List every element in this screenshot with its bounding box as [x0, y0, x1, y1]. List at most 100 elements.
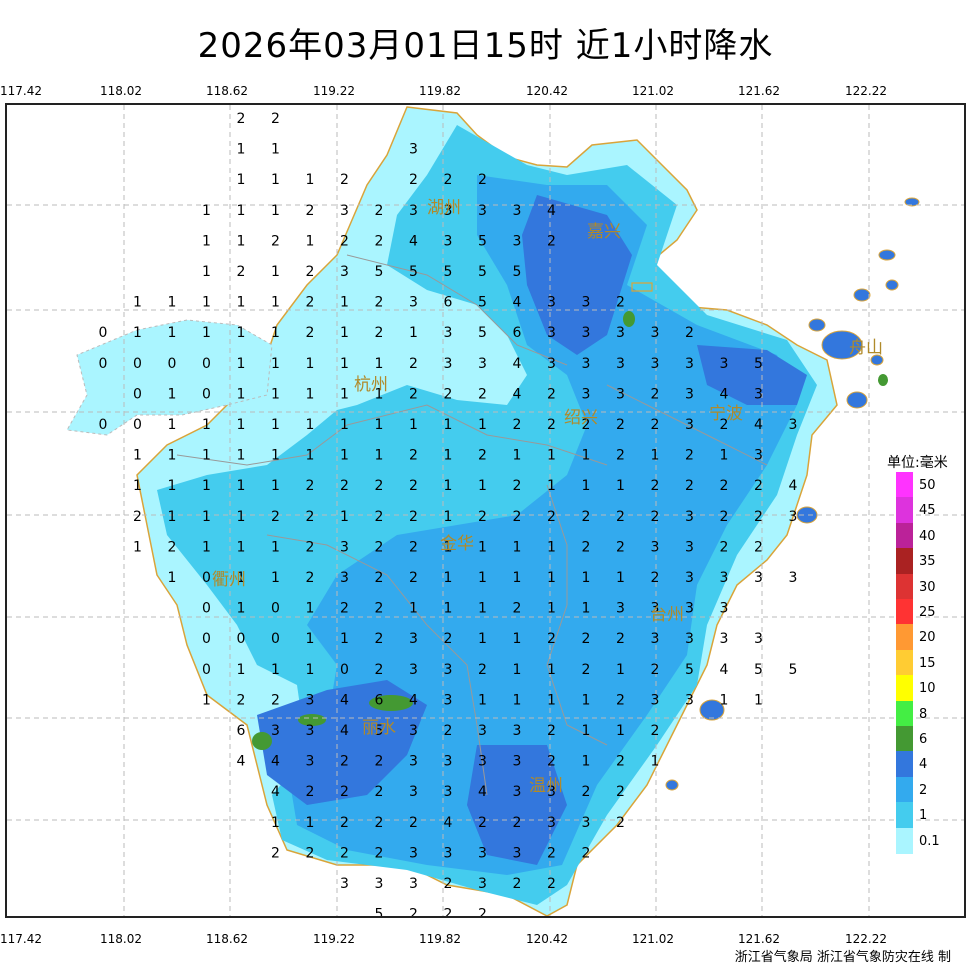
station-value: 4 [340, 723, 349, 739]
station-value: 1 [133, 539, 142, 555]
station-value: 4 [444, 815, 453, 831]
station-value: 3 [478, 203, 487, 219]
legend-swatch [896, 573, 913, 600]
station-value: 1 [202, 692, 211, 708]
station-value: 1 [237, 325, 246, 341]
top-tick-label: 118.02 [100, 84, 142, 98]
station-value: 1 [582, 723, 591, 739]
station-value: 1 [168, 509, 177, 525]
station-value: 1 [237, 356, 246, 372]
station-value: 0 [202, 356, 211, 372]
station-value: 2 [754, 509, 763, 525]
station-value: 1 [306, 233, 315, 249]
station-value: 1 [271, 142, 280, 158]
station-value: 3 [340, 264, 349, 280]
station-value: 2 [513, 601, 522, 617]
city-label: 绍兴 [564, 408, 598, 428]
station-value: 3 [409, 845, 418, 861]
station-value: 4 [547, 203, 556, 219]
jiaxing-boundary [631, 282, 653, 292]
legend-swatch [896, 751, 913, 778]
station-value: 1 [616, 662, 625, 678]
station-value: 1 [340, 325, 349, 341]
station-value: 1 [202, 325, 211, 341]
station-value: 3 [754, 631, 763, 647]
station-value: 1 [409, 325, 418, 341]
station-value: 2 [720, 478, 729, 494]
heavy-cell [298, 714, 326, 726]
station-value: 3 [444, 356, 453, 372]
station-value: 1 [444, 417, 453, 433]
precip-layer-blue-east [697, 345, 807, 405]
station-value: 2 [651, 478, 660, 494]
station-value: 2 [409, 539, 418, 555]
station-value: 2 [720, 417, 729, 433]
station-value: 4 [513, 356, 522, 372]
station-value: 3 [513, 233, 522, 249]
station-value: 1 [513, 448, 522, 464]
bottom-tick-label: 121.62 [738, 932, 780, 946]
legend-swatch [896, 472, 913, 498]
station-value: 2 [478, 662, 487, 678]
station-value: 2 [616, 815, 625, 831]
station-value: 3 [720, 601, 729, 617]
station-value: 2 [306, 784, 315, 800]
station-value: 3 [444, 325, 453, 341]
station-value: 2 [685, 478, 694, 494]
station-value: 3 [789, 417, 798, 433]
heavy-cell [623, 311, 635, 327]
station-value: 2 [409, 509, 418, 525]
station-value: 3 [651, 356, 660, 372]
station-value: 1 [340, 631, 349, 647]
station-value: 1 [271, 448, 280, 464]
bottom-tick-label: 118.62 [206, 932, 248, 946]
station-value: 1 [306, 172, 315, 188]
station-value: 1 [202, 448, 211, 464]
station-value: 3 [478, 723, 487, 739]
station-value: 2 [616, 692, 625, 708]
station-value: 1 [237, 509, 246, 525]
station-value: 2 [409, 356, 418, 372]
legend-swatch [896, 548, 913, 575]
station-value: 0 [340, 662, 349, 678]
station-value: 2 [340, 601, 349, 617]
station-value: 3 [685, 356, 694, 372]
station-value: 1 [582, 478, 591, 494]
station-value: 2 [582, 631, 591, 647]
station-value: 2 [271, 692, 280, 708]
station-value: 3 [340, 203, 349, 219]
station-value: 2 [306, 478, 315, 494]
station-value: 3 [478, 876, 487, 892]
station-value: 3 [616, 601, 625, 617]
station-value: 3 [651, 692, 660, 708]
city-label: 嘉兴 [587, 222, 621, 242]
station-value: 0 [271, 601, 280, 617]
station-value: 1 [547, 662, 556, 678]
station-value: 1 [237, 386, 246, 402]
station-value: 2 [547, 631, 556, 647]
station-value: 2 [547, 509, 556, 525]
station-value: 2 [685, 325, 694, 341]
station-value: 4 [409, 692, 418, 708]
station-value: 2 [616, 784, 625, 800]
station-value: 1 [547, 601, 556, 617]
station-value: 2 [375, 784, 384, 800]
station-value: 0 [99, 325, 108, 341]
station-value: 1 [478, 478, 487, 494]
station-value: 2 [616, 754, 625, 770]
station-value: 1 [375, 417, 384, 433]
station-value: 3 [444, 692, 453, 708]
legend-label: 10 [919, 681, 936, 697]
station-value: 3 [720, 570, 729, 586]
station-value: 1 [271, 815, 280, 831]
station-value: 2 [582, 845, 591, 861]
station-value: 2 [582, 662, 591, 678]
station-value: 2 [582, 509, 591, 525]
legend-label: 25 [919, 605, 936, 620]
station-value: 3 [409, 662, 418, 678]
station-value: 1 [271, 203, 280, 219]
station-value: 6 [375, 692, 384, 708]
station-value: 3 [789, 509, 798, 525]
station-value: 4 [271, 784, 280, 800]
top-tick-label: 122.22 [845, 84, 887, 98]
